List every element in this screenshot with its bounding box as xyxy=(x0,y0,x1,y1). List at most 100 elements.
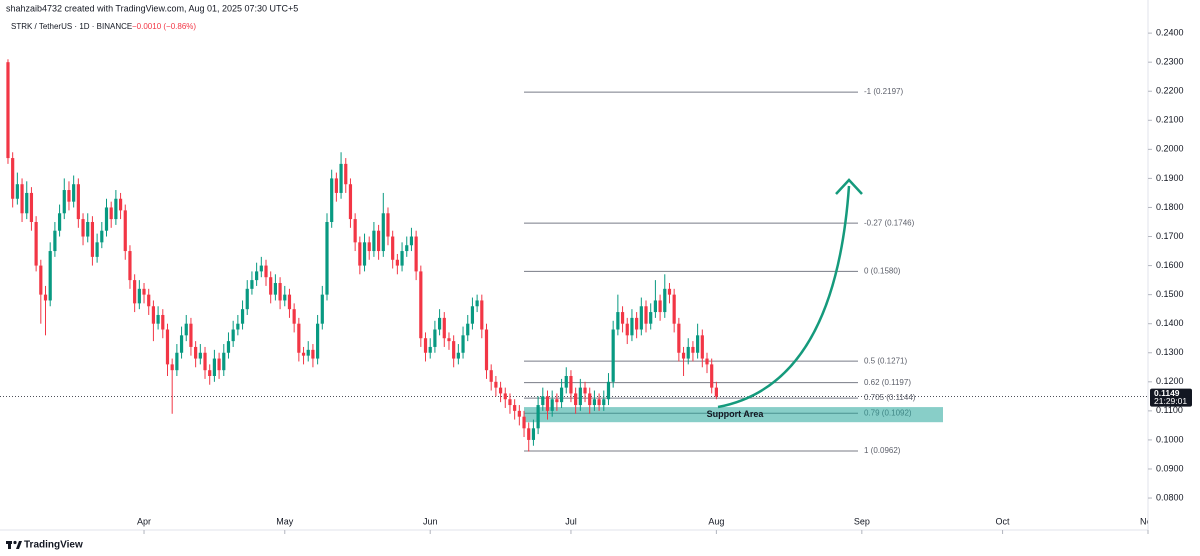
candle-body xyxy=(461,335,465,353)
candle-body xyxy=(705,358,709,365)
x-tick-label: Aug xyxy=(708,516,724,526)
candle-body xyxy=(222,352,226,371)
brand: TradingView xyxy=(24,540,83,551)
price-axis-panel xyxy=(1148,0,1200,556)
candle-body xyxy=(104,207,109,231)
x-tick-label: May xyxy=(276,516,294,526)
candle-body xyxy=(86,221,90,237)
candle-body xyxy=(620,312,625,324)
candle-body xyxy=(691,346,695,353)
candle-body xyxy=(6,62,10,159)
y-tick-label: 0.1100 xyxy=(1156,405,1183,415)
candle-body xyxy=(405,245,409,252)
y-tick-label: 0.1400 xyxy=(1156,318,1184,328)
candle-body xyxy=(377,230,381,252)
credit: shahzaib4732 created with TradingView.co… xyxy=(6,3,298,13)
candle-body xyxy=(259,265,263,272)
candle-body xyxy=(212,358,216,376)
candle-body xyxy=(531,428,536,440)
last-price-badge xyxy=(1150,388,1192,407)
y-tick-label: 0.2300 xyxy=(1156,57,1184,67)
candle-body xyxy=(681,352,686,359)
logo xyxy=(6,540,22,549)
candle-body xyxy=(15,184,19,199)
candle-body xyxy=(419,271,423,339)
candle-body xyxy=(391,236,395,260)
fib-label: 1 (0.0962) xyxy=(864,446,901,455)
y-tick-label: 0.1900 xyxy=(1156,173,1184,183)
candle-body xyxy=(306,349,310,356)
candle-body xyxy=(616,312,620,330)
candle-body xyxy=(423,338,428,353)
candle-body xyxy=(231,329,235,342)
support-label: Support Area xyxy=(707,409,765,419)
candle-body xyxy=(700,335,704,359)
candle-body xyxy=(386,213,390,237)
candle-body xyxy=(489,370,493,382)
candle-body xyxy=(137,288,141,304)
candle-body xyxy=(264,265,268,278)
candle-body xyxy=(255,271,259,281)
candle-body xyxy=(76,184,80,220)
candle-body xyxy=(62,190,66,214)
candle-body xyxy=(362,242,367,266)
candle-body xyxy=(100,230,104,243)
candle-body xyxy=(433,329,437,347)
candle-body xyxy=(480,300,484,330)
candle-body xyxy=(118,198,123,211)
fib-label: 0.705 (0.1144) xyxy=(864,393,916,402)
candle-body xyxy=(184,323,188,336)
candle-body xyxy=(597,399,601,406)
candle-body xyxy=(273,283,277,295)
candle-body xyxy=(161,314,165,330)
candle-body xyxy=(283,294,287,301)
candle-body xyxy=(142,288,146,295)
candle-body xyxy=(194,346,198,359)
candle-body xyxy=(165,329,170,365)
candle-body xyxy=(170,364,174,371)
plot-area: AprMayJunJulAugSepOctNov-1 (0.2197)-0.27… xyxy=(0,59,1156,526)
candle-body xyxy=(43,294,48,301)
candle-body xyxy=(147,294,151,307)
candle-body xyxy=(574,393,578,406)
candle-body xyxy=(470,306,475,324)
candle-body xyxy=(353,219,357,243)
arrow-head xyxy=(835,178,863,195)
candle-body xyxy=(522,416,526,429)
candle-body xyxy=(109,207,113,220)
candle-body xyxy=(414,236,418,272)
candle-body xyxy=(81,219,85,237)
candle-body xyxy=(536,405,540,429)
candle-body xyxy=(484,329,489,371)
candle-body xyxy=(208,370,212,376)
candle-body xyxy=(710,364,714,388)
candle-body xyxy=(278,283,282,301)
candle-body xyxy=(635,317,639,330)
candle-body xyxy=(677,323,681,353)
candle-body xyxy=(513,405,517,411)
candle-body xyxy=(29,192,34,222)
candle-body xyxy=(395,259,399,266)
candle-body xyxy=(658,300,662,313)
y-tick-label: 0.0900 xyxy=(1156,463,1184,473)
candle-body xyxy=(555,399,559,403)
candle-body xyxy=(330,178,334,222)
y-tick-label: 0.2100 xyxy=(1156,115,1184,125)
candle-body xyxy=(250,280,254,289)
candle-body xyxy=(639,306,643,330)
candle-body xyxy=(630,317,634,336)
y-tick-label: 0.2000 xyxy=(1156,144,1184,154)
candle-body xyxy=(334,178,338,193)
candle-body xyxy=(269,277,273,295)
candle-body xyxy=(452,341,456,359)
candle-body xyxy=(428,346,432,353)
candle-body xyxy=(114,198,118,220)
candle-body xyxy=(564,375,568,388)
candle-body xyxy=(156,314,160,324)
fib-label: 0.5 (0.1271) xyxy=(864,356,907,365)
candle-body xyxy=(447,338,451,342)
y-tick-label: 0.1000 xyxy=(1156,434,1184,444)
candle-body xyxy=(20,184,24,214)
candle-body xyxy=(226,341,231,353)
